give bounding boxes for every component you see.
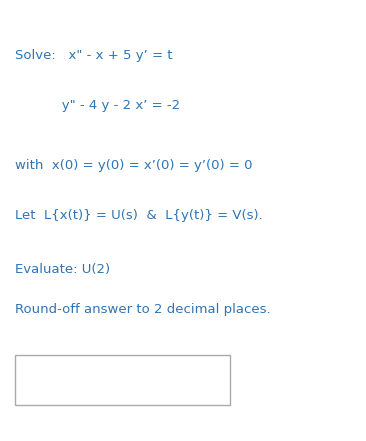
Text: Evaluate: U(2): Evaluate: U(2) — [15, 264, 110, 277]
Text: Let  L{x(t)} = U(s)  &  L{y(t)} = V(s).: Let L{x(t)} = U(s) & L{y(t)} = V(s). — [15, 209, 263, 221]
Text: Round-off answer to 2 decimal places.: Round-off answer to 2 decimal places. — [15, 303, 270, 317]
Text: Solve:   x" - x + 5 y’ = t: Solve: x" - x + 5 y’ = t — [15, 49, 172, 61]
Text: with  x(0) = y(0) = x’(0) = y’(0) = 0: with x(0) = y(0) = x’(0) = y’(0) = 0 — [15, 158, 253, 172]
Bar — [15, 355, 230, 405]
Text: y" - 4 y - 2 x’ = -2: y" - 4 y - 2 x’ = -2 — [15, 98, 180, 112]
